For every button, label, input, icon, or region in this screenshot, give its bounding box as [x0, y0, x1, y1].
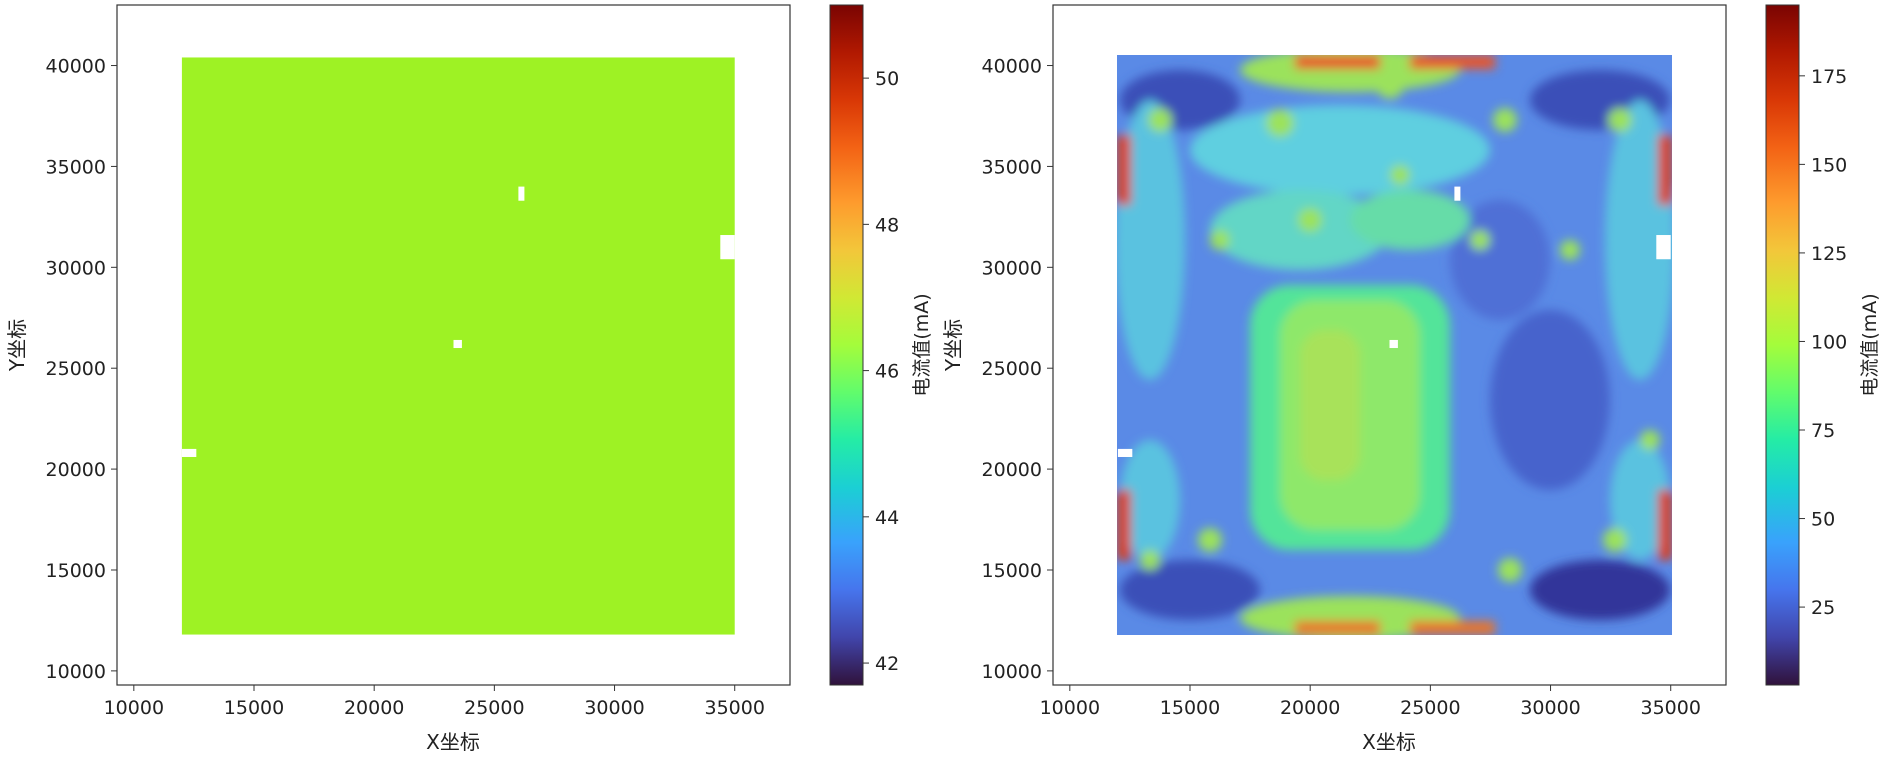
- y-tick-label: 35000: [46, 156, 106, 178]
- right-x-axis-label: X坐标: [1362, 730, 1416, 754]
- y-tick-label: 25000: [46, 358, 106, 380]
- colorbar-tick-label: 42: [875, 653, 899, 675]
- heatmap-gap: [1656, 235, 1671, 260]
- heatmap-gap: [181, 448, 197, 457]
- y-tick-label: 20000: [46, 459, 106, 481]
- right-colorbar-ticks: 25 50 75 100 125 150 175: [1799, 66, 1847, 619]
- heatmap-gap: [1117, 448, 1133, 457]
- right-y-axis: 10000 15000 20000 25000 30000 35000 40000: [982, 56, 1053, 683]
- x-tick-label: 20000: [344, 697, 404, 719]
- x-tick-label: 35000: [1640, 697, 1700, 719]
- right-colorbar: [1765, 4, 1800, 686]
- x-tick-label: 30000: [1520, 697, 1580, 719]
- heatmap-gap: [518, 186, 525, 201]
- colorbar-tick-label: 46: [875, 361, 899, 383]
- x-tick-label: 35000: [704, 697, 764, 719]
- colorbar-tick-label: 25: [1811, 597, 1835, 619]
- left-y-axis-label: Y坐标: [5, 319, 29, 372]
- colorbar-tick-label: 50: [1811, 509, 1835, 531]
- colorbar-tick-label: 100: [1811, 331, 1847, 353]
- colorbar-tick-label: 50: [875, 68, 899, 90]
- right-x-axis: 10000 15000 20000 25000 30000 35000: [1040, 685, 1701, 719]
- right-colorbar-label: 电流值(mA): [1859, 293, 1881, 396]
- left-colorbar-ticks: 42 44 46 48 50: [863, 68, 899, 675]
- colorbar-tick-label: 44: [875, 507, 899, 529]
- left-colorbar-label: 电流值(mA): [911, 293, 933, 396]
- x-tick-label: 10000: [104, 697, 164, 719]
- y-tick-label: 30000: [982, 257, 1042, 279]
- y-tick-label: 10000: [982, 661, 1042, 683]
- y-tick-label: 40000: [982, 56, 1042, 78]
- y-tick-label: 35000: [982, 156, 1042, 178]
- right-heatmap-panel: 10000 15000 20000 25000 30000 35000 10000 1500…: [941, 4, 1881, 754]
- y-tick-label: 30000: [46, 257, 106, 279]
- x-tick-label: 30000: [584, 697, 644, 719]
- x-tick-label: 20000: [1280, 697, 1340, 719]
- y-tick-label: 20000: [982, 459, 1042, 481]
- x-tick-label: 25000: [1400, 697, 1460, 719]
- x-tick-label: 15000: [1160, 697, 1220, 719]
- right-y-axis-label: Y坐标: [941, 319, 965, 372]
- left-x-axis-label: X坐标: [426, 730, 480, 754]
- y-tick-label: 25000: [982, 358, 1042, 380]
- x-tick-label: 25000: [464, 697, 524, 719]
- left-colorbar: [829, 4, 864, 686]
- x-tick-label: 10000: [1040, 697, 1100, 719]
- y-tick-label: 15000: [46, 560, 106, 582]
- colorbar-tick-label: 48: [875, 214, 899, 236]
- colorbar-tick-label: 125: [1811, 243, 1847, 265]
- heatmap-gap: [1389, 339, 1398, 349]
- right-heatmap-blobs: [1117, 55, 1672, 635]
- heatmap-gap: [1454, 186, 1461, 201]
- left-heatmap-panel: 10000 15000 20000 25000 30000 35000 10000 1500…: [5, 4, 933, 754]
- left-y-axis: 10000 15000 20000 25000 30000 35000 40000: [46, 56, 117, 683]
- colorbar-tick-label: 150: [1811, 154, 1847, 176]
- right-heatmap-gaps: [1117, 186, 1671, 457]
- right-heatmap-field: [1117, 55, 1672, 635]
- y-tick-label: 40000: [46, 56, 106, 78]
- x-tick-label: 15000: [224, 697, 284, 719]
- colorbar-tick-label: 175: [1811, 66, 1847, 88]
- y-tick-label: 15000: [982, 560, 1042, 582]
- colorbar-tick-label: 75: [1811, 420, 1835, 442]
- left-x-axis: 10000 15000 20000 25000 30000 35000: [104, 685, 765, 719]
- heatmap-gap: [453, 339, 462, 349]
- left-heatmap-gaps: [181, 186, 735, 457]
- y-tick-label: 10000: [46, 661, 106, 683]
- heatmap-gap: [720, 235, 735, 260]
